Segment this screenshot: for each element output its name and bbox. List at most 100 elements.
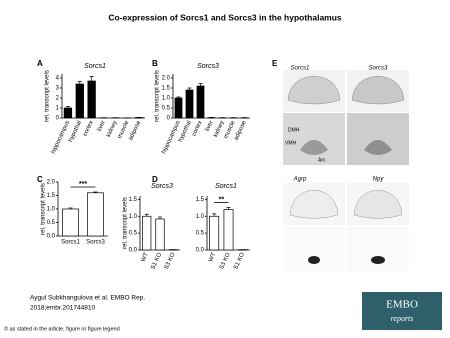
y-tick-label: 1.5 (196, 197, 205, 203)
bar (75, 83, 84, 119)
y-tick-label: 1.5 (129, 197, 138, 203)
y-tick-label: 4 (56, 76, 60, 82)
x-tick-label: WT (208, 252, 218, 263)
x-tick-label: S1 KO (233, 252, 246, 271)
chart-title: Sorcs3 (151, 183, 173, 190)
error-bar (226, 207, 231, 210)
y-tick-label: 0 (167, 116, 171, 122)
bar (142, 215, 152, 251)
bar (209, 215, 220, 251)
panel-label: D (152, 175, 158, 184)
image (347, 113, 409, 165)
y-tick-label: 0.5 (162, 106, 171, 112)
chart-title: Sorcs1 (215, 183, 237, 190)
region-label: VMH (285, 140, 297, 146)
logo (362, 292, 442, 330)
x-tick-label: kidney (106, 120, 119, 138)
y-tick-label: 1.0 (196, 214, 205, 220)
column-label: Sorcs1 (291, 66, 310, 72)
image (283, 227, 345, 271)
y-tick-label: 0 (56, 116, 60, 122)
panel-label: B (152, 59, 158, 68)
x-tick-label: Sorcs3 (86, 240, 105, 246)
figure-title: Co-expression of Sorcs1 and Sorcs3 in th… (108, 12, 342, 22)
y-tick-label: 1.0 (162, 96, 171, 102)
error-bar (198, 83, 203, 86)
chart-title: Sorcs3 (197, 63, 219, 70)
y-axis-label: rel. transcript levels (45, 70, 51, 122)
y-tick-label: 1.5 (162, 86, 171, 92)
brain-region (364, 140, 392, 155)
logo-text: EMBO (386, 299, 418, 311)
column-label: Npy (373, 177, 385, 183)
logo-text: reports (391, 314, 414, 323)
x-tick-label: Sorcs1 (61, 240, 80, 246)
x-tick-label: cortex (83, 120, 95, 137)
x-tick-label: liver (205, 120, 215, 133)
region-label: DMH (288, 127, 300, 133)
x-tick-label: S3 KO (164, 252, 177, 271)
error-bar (68, 207, 73, 209)
chart-title: Sorcs1 (84, 63, 106, 70)
bar (174, 97, 183, 119)
image (283, 113, 345, 165)
bar (185, 89, 194, 119)
y-tick-label: 2.0 (47, 180, 56, 186)
y-tick-label: 0.5 (196, 231, 205, 237)
column-label: Sorcs3 (369, 66, 388, 72)
y-tick-label: 2.0 (162, 76, 171, 82)
brain-section (351, 75, 405, 105)
image (347, 227, 409, 271)
y-tick-label: 1.5 (47, 193, 56, 199)
citation: 2018;embr.201744810 (30, 305, 95, 312)
stain (308, 256, 320, 264)
error-bar (212, 213, 217, 217)
y-tick-label: 3 (56, 86, 60, 92)
y-tick-label: 1 (56, 106, 60, 112)
error-bar (77, 81, 82, 84)
bar (87, 192, 104, 237)
significance-label: ** (219, 196, 225, 203)
citation: Aygul Subkhangulova et al. EMBO Rep. (30, 295, 145, 302)
bar (87, 80, 96, 119)
y-tick-label: 0.0 (196, 248, 205, 254)
panel-label: E (272, 59, 278, 68)
region-label: Arc (318, 157, 326, 163)
error-bar (65, 106, 70, 108)
brain-section (287, 75, 341, 105)
y-axis-label: rel. transcript levels (41, 183, 47, 235)
x-tick-label: hippocampus (51, 120, 72, 155)
y-axis-label: rel. transcript levels (155, 70, 161, 122)
error-bar (89, 76, 94, 81)
y-tick-label: 1.0 (129, 214, 138, 220)
bar (155, 218, 165, 251)
brain-section (353, 189, 403, 219)
error-bar (93, 191, 98, 193)
bar (196, 85, 205, 119)
brain-section (289, 189, 339, 219)
error-bar (158, 216, 162, 219)
x-tick-label: S1 KO (150, 252, 163, 271)
panel-e: E Sorcs1 Sorcs3 DMH VMH Arc Agrp Npy (272, 59, 409, 271)
significance-label: *** (79, 181, 87, 188)
y-tick-label: 1.0 (47, 207, 56, 213)
y-tick-label: 0.5 (47, 220, 56, 226)
x-tick-label: S3 KO (219, 252, 232, 271)
y-axis-label: rel. transcript levels (123, 197, 129, 249)
error-bar (187, 87, 192, 90)
x-tick-label: WT (141, 252, 151, 263)
stain (371, 256, 385, 264)
y-tick-label: 0.5 (129, 231, 138, 237)
bar (63, 107, 73, 119)
bar (62, 208, 79, 237)
error-bar (144, 213, 149, 217)
brain-region (300, 140, 328, 155)
y-tick-label: 2 (56, 96, 60, 102)
y-tick-label: 0.0 (47, 234, 56, 240)
panel-label: A (37, 59, 43, 68)
panel-label: C (37, 175, 43, 184)
copyright: © as stated in the article, figure or fi… (4, 325, 120, 332)
y-tick-label: 0.0 (129, 248, 138, 254)
column-label: Agrp (293, 177, 307, 183)
